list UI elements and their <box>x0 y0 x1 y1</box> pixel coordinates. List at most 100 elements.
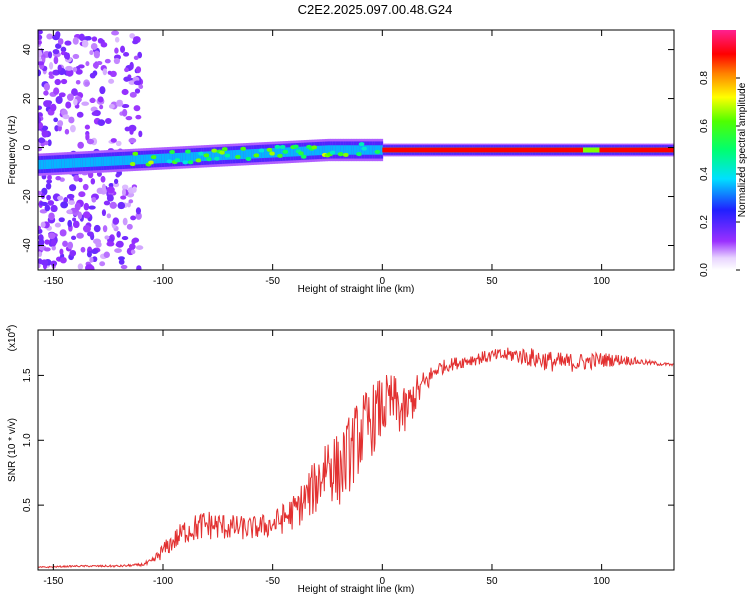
band-cell <box>303 146 307 156</box>
noise-cell <box>60 46 67 53</box>
noise-cell <box>43 90 49 96</box>
band-cell <box>161 153 165 164</box>
noise-cell <box>69 249 77 257</box>
band-peak-cell <box>211 148 218 153</box>
spectrogram-x-tick-label: -150 <box>43 276 63 287</box>
noise-cell <box>114 248 122 253</box>
noise-cell <box>100 175 106 183</box>
band-cell <box>264 148 268 158</box>
noise-cell <box>90 178 96 185</box>
noise-cell <box>130 215 137 221</box>
noise-cell <box>65 101 72 109</box>
band-cell <box>245 149 249 159</box>
band-peak-cell <box>187 160 194 165</box>
band-peak-cell <box>282 149 289 154</box>
band-cell <box>256 148 260 159</box>
colorbar-tick-label: 0.4 <box>699 167 710 181</box>
noise-cell <box>77 211 83 220</box>
ridge-cell <box>582 147 587 153</box>
ridge-cell <box>421 147 426 153</box>
band-cell <box>124 155 128 165</box>
noise-cell <box>129 33 135 39</box>
band-cell <box>148 154 152 164</box>
ridge-cell <box>625 147 630 153</box>
colorbar-tick-label: 0.8 <box>699 71 710 85</box>
noise-cell <box>108 103 115 109</box>
ridge-cell <box>438 147 443 153</box>
ridge-cell <box>556 147 561 153</box>
band-cell <box>156 153 160 164</box>
noise-cell <box>44 204 51 212</box>
ridge-cell <box>481 147 486 153</box>
ridge-cell <box>471 147 476 153</box>
band-cell <box>180 152 184 163</box>
noise-cell <box>59 229 67 237</box>
band-cell <box>90 157 94 167</box>
noise-cell <box>133 105 141 112</box>
noise-cell <box>38 105 43 111</box>
snr-y-tick-label: 0.5 <box>22 498 33 512</box>
noise-cell <box>130 249 136 255</box>
spectrogram-cells <box>38 30 674 270</box>
band-cell <box>159 153 163 164</box>
band-peak-cell <box>361 146 368 151</box>
ridge-cell <box>454 147 459 153</box>
noise-cell <box>93 50 100 59</box>
band-cell <box>222 150 226 161</box>
noise-cell <box>73 174 80 182</box>
band-cell <box>277 147 281 158</box>
band-cell <box>80 157 84 168</box>
band-peak-cell <box>240 146 247 151</box>
ridge-cell <box>602 147 607 153</box>
noise-cell <box>58 92 66 98</box>
band-peak-cell <box>169 150 176 155</box>
band-cell <box>274 147 278 158</box>
noise-cell <box>86 250 92 258</box>
spectrogram-x-tick-label: 100 <box>593 276 610 287</box>
band-cell <box>98 156 102 167</box>
noise-cell <box>104 235 110 240</box>
noise-cell <box>132 39 139 45</box>
noise-cell <box>135 207 142 215</box>
ridge-cell <box>408 147 413 153</box>
noise-cell <box>115 173 121 178</box>
ridge-cell <box>530 147 535 153</box>
noise-cell <box>38 30 43 35</box>
noise-cell <box>64 128 70 135</box>
spectrogram-xlabel: Height of straight line (km) <box>298 284 415 295</box>
noise-cell <box>68 200 76 205</box>
band-peak-cell <box>166 159 173 164</box>
noise-cell <box>121 88 129 96</box>
band-cell <box>306 146 310 156</box>
band-cell <box>238 149 242 160</box>
noise-cell <box>82 224 91 233</box>
band-cell <box>66 158 70 168</box>
ridge-cell <box>484 147 489 153</box>
noise-cell <box>121 103 130 109</box>
noise-cell <box>43 100 51 108</box>
noise-cell <box>106 186 115 194</box>
noise-cell <box>52 48 60 55</box>
band-cell <box>243 149 247 159</box>
band-peak-cell <box>219 150 226 155</box>
snr-xlabel: Height of straight line (km) <box>298 584 415 595</box>
ridge-cell <box>388 147 393 153</box>
ridge-cell <box>507 147 512 153</box>
noise-cell <box>50 239 57 247</box>
ridge-cell <box>550 147 555 153</box>
ridge-cell <box>513 147 518 153</box>
noise-cell <box>85 36 92 41</box>
band-cell <box>280 147 284 158</box>
band-peak-cell <box>258 148 265 153</box>
noise-cell <box>108 78 115 84</box>
noise-cell <box>88 205 96 210</box>
noise-cell <box>40 221 46 228</box>
band-cell <box>145 154 149 164</box>
noise-cell <box>62 240 68 247</box>
noise-cell <box>84 81 90 86</box>
band-cell <box>248 149 252 159</box>
noise-cell <box>102 68 108 76</box>
snr-series-line <box>37 347 674 569</box>
noise-cell <box>91 248 99 255</box>
noise-cell <box>91 196 97 203</box>
